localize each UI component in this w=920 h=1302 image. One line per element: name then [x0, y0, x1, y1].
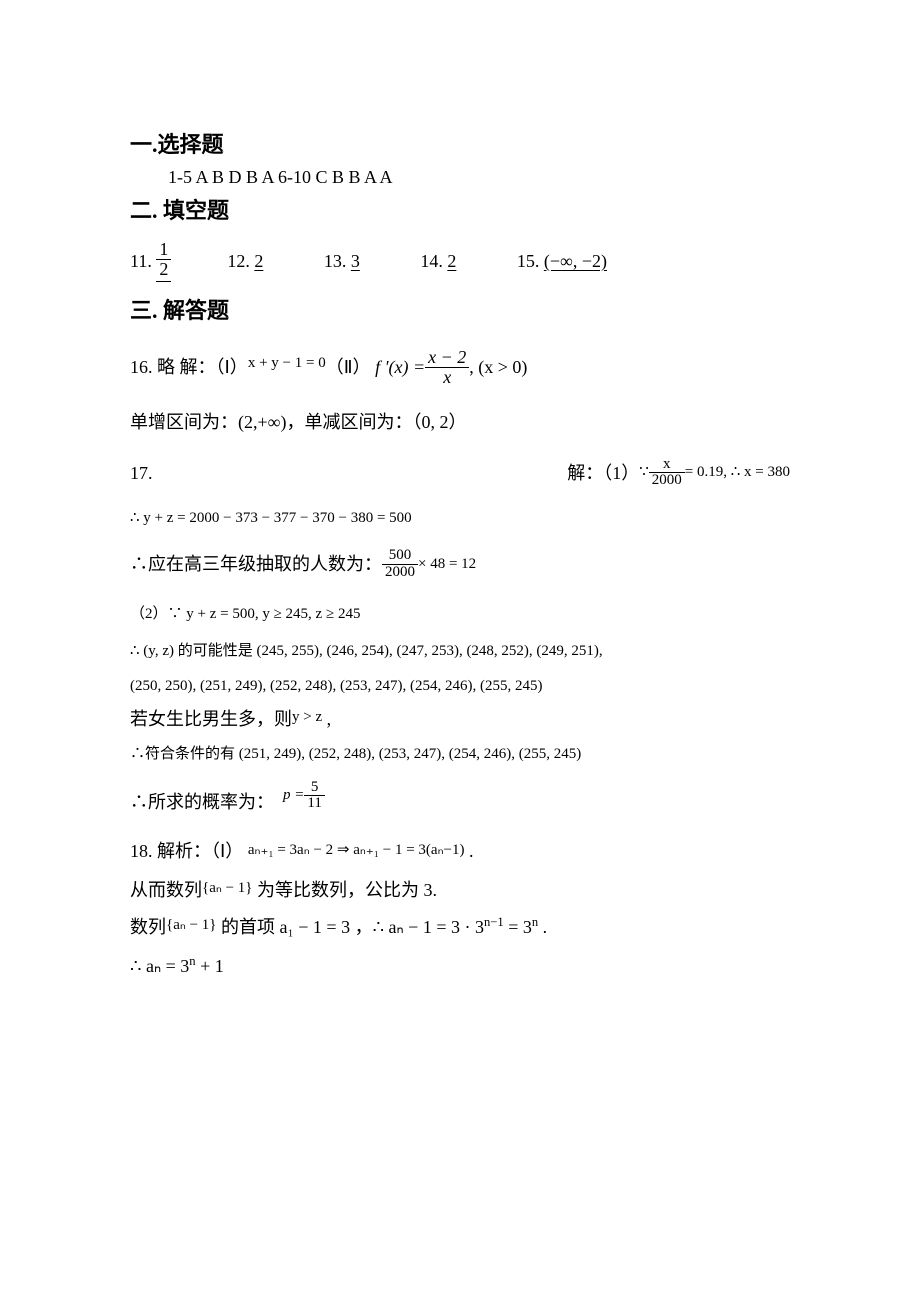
p17-line1: 17. 解：（1） ∵ x 2000 = 0.19, ∴ x = 380: [130, 457, 790, 490]
p18-line4-b: + 1: [196, 956, 224, 976]
p18-line3-mid: = 3: [504, 917, 532, 937]
q13-label: 13.: [324, 252, 347, 270]
p17-line9-p: p =: [283, 788, 304, 803]
p17-line5: ∴ (y, z) 的可能性是 (245, 255), (246, 254), (…: [130, 644, 790, 659]
p18-line4-a: ∴ aₙ = 3: [130, 956, 189, 976]
q12-label: 12.: [227, 252, 250, 270]
p16-fprime-tail: , (x > 0): [469, 358, 527, 376]
p17-line3-calc: 500 2000 × 48 = 12: [382, 548, 476, 581]
p16-line1: 16. 略 解：（Ⅰ） x + y − 1 = 0 （Ⅱ） f ′(x) = x…: [130, 348, 790, 387]
p17-label: 17.: [130, 464, 153, 482]
p17-line9-frac: 5 11: [304, 780, 324, 813]
p18-line2: 从而数列{aₙ − 1} 为等比数列，公比为 3.: [130, 881, 790, 900]
p16-fprime-den: x: [425, 367, 469, 387]
section-2-heading: 二. 填空题: [130, 200, 790, 222]
p17-line3-prefix: ∴应在高三年级抽取的人数为：: [130, 555, 382, 573]
p17-line7: 若女生比男生多，则y > z ,: [130, 710, 790, 729]
q15-label: 15.: [517, 252, 540, 270]
q15-val: (−∞, −2): [544, 252, 607, 270]
q11-num: 1: [156, 240, 171, 259]
p17-line8: ∴符合条件的有 (251, 249), (252, 248), (253, 24…: [130, 743, 790, 762]
p17-line9-expr: p = 5 11: [283, 780, 325, 813]
p16-eq1: x + y − 1 = 0: [248, 356, 326, 371]
p18-line3-c: 的首项 a₁ − 1 = 3 ，∴ aₙ − 1 = 3 · 3: [217, 917, 484, 937]
p17-cond1-den: 2000: [649, 472, 685, 489]
q13-val: 3: [351, 252, 360, 270]
p17-cond1-num: x: [649, 457, 685, 473]
p18-line2-a: 从而数列: [130, 880, 202, 900]
p18-line3-dot: .: [538, 917, 547, 937]
p16-fprime-lhs: f ′(x) =: [375, 358, 425, 376]
p17-line7-b: y > z: [292, 709, 322, 725]
p17-line8-text: ∴符合条件的有 (251, 249), (252, 248), (253, 24…: [130, 746, 581, 762]
p18-line3-exp1: n−1: [484, 915, 504, 929]
q11-den: 2: [156, 259, 171, 279]
section-1-heading: 一.选择题: [130, 134, 790, 156]
p16-fprime-num: x − 2: [425, 348, 469, 367]
p17-line6: (250, 250), (251, 249), (252, 248), (253…: [130, 679, 790, 694]
p18-line2-b: {aₙ − 1}: [202, 880, 253, 896]
p17-line7-a: 若女生比男生多，则: [130, 709, 292, 729]
p17-line9: ∴所求的概率为： p = 5 11: [130, 786, 790, 819]
p17-line9-prefix: ∴所求的概率为：: [130, 793, 274, 811]
p17-line3-den: 2000: [382, 564, 418, 581]
p16-line2: 单增区间为：(2,+∞)，单减区间为：（0, 2）: [130, 413, 790, 431]
section-3-heading: 三. 解答题: [130, 300, 790, 322]
p17-line9-den: 11: [304, 795, 324, 812]
p17-cond1-pre: ∵: [639, 465, 649, 480]
p17-cond1-eq: = 0.19, ∴ x = 380: [685, 465, 790, 480]
p17-line7-c: ,: [322, 709, 331, 729]
p18-line3: 数列{aₙ − 1} 的首项 a₁ − 1 = 3 ，∴ aₙ − 1 = 3 …: [130, 918, 790, 937]
p18-line2-c: 为等比数列，公比为 3.: [253, 880, 438, 900]
mc-answers: 1-5 A B D B A 6-10 C B B A A: [130, 168, 790, 186]
p18-line1-eq: aₙ₊₁ = 3aₙ − 2 ⇒ aₙ₊₁ − 1 = 3(aₙ−1): [248, 842, 465, 858]
q11-fraction: 1 2: [156, 240, 171, 282]
p17-right-prefix: 解：（1）: [567, 464, 639, 482]
p17-line2: ∴ y + z = 2000 − 373 − 377 − 370 − 380 =…: [130, 511, 790, 526]
p17-line4-text: （2）∵ y + z = 500, y ≥ 245, z ≥ 245: [130, 606, 360, 622]
p17-line3-tail: × 48 = 12: [418, 557, 476, 572]
p17-cond1: ∵ x 2000 = 0.19, ∴ x = 380: [639, 457, 790, 490]
q14-val: 2: [447, 252, 456, 270]
p17-line3-frac: 500 2000: [382, 548, 418, 581]
q11-label: 11.: [130, 252, 152, 270]
p17-line3: ∴应在高三年级抽取的人数为： 500 2000 × 48 = 12: [130, 548, 790, 581]
p18-line3-b: {aₙ − 1}: [166, 917, 217, 933]
p16-mid: （Ⅱ）: [326, 358, 371, 376]
p16-fprime-frac: x − 2 x: [425, 348, 469, 387]
p16-prefix: 16. 略 解：（Ⅰ）: [130, 358, 248, 376]
p18-line1-dot: .: [469, 841, 474, 861]
p17-cond1-frac: x 2000: [649, 457, 685, 490]
p17-line9-num: 5: [304, 780, 324, 796]
p18-line1: 18. 解析：（Ⅰ） aₙ₊₁ = 3aₙ − 2 ⇒ aₙ₊₁ − 1 = 3…: [130, 842, 790, 861]
p18-line4: ∴ aₙ = 3n + 1: [130, 957, 790, 975]
q12-val: 2: [254, 252, 263, 270]
fill-blank-row: 11. 1 2 12. 2 13. 3 14. 2 15. (−∞, −2): [130, 240, 790, 282]
p17-line3-num: 500: [382, 548, 418, 564]
p18-line1-pre: 18. 解析：（Ⅰ）: [130, 841, 243, 861]
q14-label: 14.: [420, 252, 443, 270]
p17-line4: （2）∵ y + z = 500, y ≥ 245, z ≥ 245: [130, 603, 790, 622]
p18-line3-a: 数列: [130, 917, 166, 937]
